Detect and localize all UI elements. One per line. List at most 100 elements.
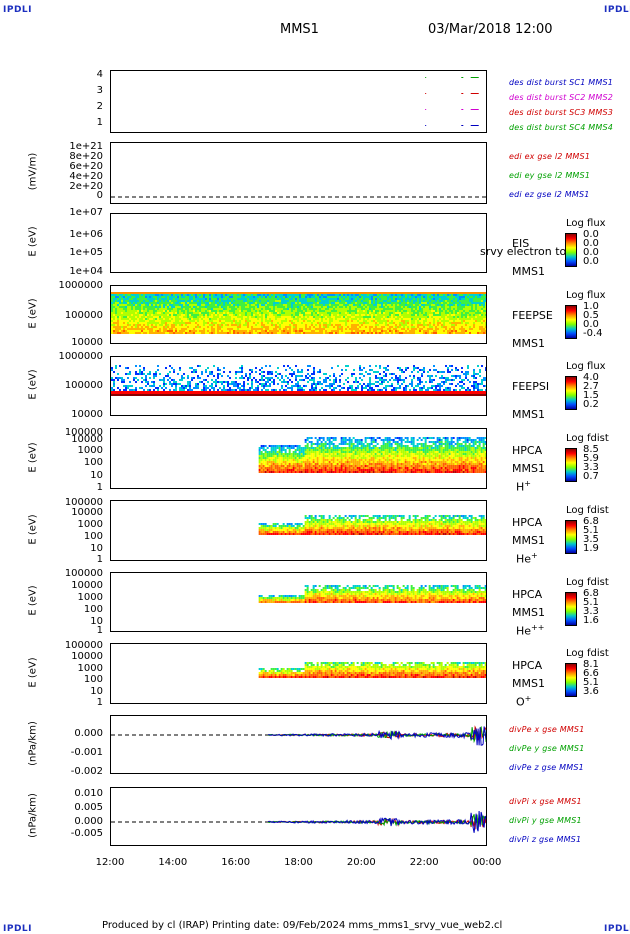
feepse-pixel: [301, 310, 303, 312]
feepse-pixel: [419, 324, 421, 326]
feepse-pixel: [365, 314, 367, 316]
feepse-pixel: [303, 302, 305, 304]
feepse-pixel: [279, 332, 281, 334]
feepse-pixel: [237, 292, 239, 294]
feepse-pixel: [455, 292, 457, 294]
feepse-pixel: [147, 316, 149, 318]
feepse-pixel: [399, 326, 401, 328]
feepse-pixel: [475, 308, 477, 310]
feepse-pixel: [383, 314, 385, 316]
feepse-pixel: [443, 322, 445, 324]
feepse-pixel: [369, 304, 371, 306]
feepse-pixel: [399, 328, 401, 330]
feepse-pixel: [329, 320, 331, 322]
feepse-pixel: [373, 292, 375, 294]
feepsi-pixel: [399, 391, 401, 394]
feepse-pixel: [113, 302, 115, 304]
feepsi-pixel: [307, 365, 309, 367]
feepse-pixel: [177, 320, 179, 322]
feepse-pixel: [279, 320, 281, 322]
feepsi-pixel: [159, 385, 161, 387]
feepse-pixel: [255, 318, 257, 320]
feepse-pixel: [451, 314, 453, 316]
feepse-pixel: [247, 322, 249, 324]
feepse-pixel: [469, 310, 471, 312]
feepse-pixel: [301, 308, 303, 310]
feepse-pixel: [181, 294, 183, 296]
feepse-pixel: [409, 312, 411, 314]
feepsi-pixel: [361, 389, 363, 391]
feepse-pixel: [111, 308, 113, 310]
feepse-pixel: [207, 298, 209, 300]
feepsi-pixel: [201, 389, 203, 391]
feepsi-pixel: [403, 391, 405, 394]
feepse-pixel: [203, 332, 205, 334]
feepse-pixel: [429, 332, 431, 334]
feepse-pixel: [115, 312, 117, 314]
feepse-pixel: [439, 312, 441, 314]
feepse-pixel: [387, 328, 389, 330]
feepse-pixel: [237, 300, 239, 302]
feepse-pixel: [335, 312, 337, 314]
feepse-pixel: [337, 298, 339, 300]
feepse-pixel: [401, 318, 403, 320]
feepse-pixel: [135, 318, 137, 320]
feepse-pixel: [263, 294, 265, 296]
feepsi-pixel: [261, 389, 263, 391]
feepsi-pixel: [153, 373, 155, 375]
feepse-pixel: [475, 294, 477, 296]
feepse-pixel: [437, 300, 439, 302]
feepse-pixel: [329, 310, 331, 312]
feepse-pixel: [259, 328, 261, 330]
feepsi-pixel: [337, 394, 339, 396]
feepse-pixel: [405, 328, 407, 330]
feepse-pixel: [161, 322, 163, 324]
feepse-pixel: [391, 328, 393, 330]
feepsi-pixel: [135, 373, 137, 375]
feepsi-pixel: [111, 377, 113, 379]
feepse-pixel: [259, 330, 261, 332]
feepse-pixel: [381, 324, 383, 326]
feepse-pixel: [339, 324, 341, 326]
feepse-pixel: [429, 310, 431, 312]
feepse-pixel: [221, 314, 223, 316]
feepsi-pixel: [237, 371, 239, 373]
feepse-pixel: [175, 310, 177, 312]
feepse-pixel: [449, 312, 451, 314]
feepse-pixel: [437, 304, 439, 306]
feepsi-pixel: [383, 394, 385, 396]
feepse-pixel: [115, 326, 117, 328]
feepsi-pixel: [405, 369, 407, 371]
feepse-pixel: [433, 310, 435, 312]
feepse-pixel: [377, 308, 379, 310]
feepse-pixel: [167, 328, 169, 330]
feepse-pixel: [287, 292, 289, 294]
feepsi-pixel: [143, 389, 145, 391]
feepse-pixel: [165, 332, 167, 334]
feepse-pixel: [283, 332, 285, 334]
feepse-pixel: [145, 306, 147, 308]
feepse-pixel: [259, 312, 261, 314]
feepse-pixel: [459, 324, 461, 326]
feepse-pixel: [417, 326, 419, 328]
feepse-pixel: [357, 330, 359, 332]
feepse-pixel: [215, 298, 217, 300]
burst-mark: [461, 77, 464, 78]
feepse-pixel: [161, 332, 163, 334]
feepsi-pixel: [161, 379, 163, 381]
feepsi-pixel: [159, 391, 161, 394]
feepse-pixel: [151, 332, 153, 334]
feepse-pixel: [349, 318, 351, 320]
feepse-pixel: [155, 304, 157, 306]
feepse-pixel: [309, 312, 311, 314]
feepse-pixel: [311, 296, 313, 298]
feepse-pixel: [257, 296, 259, 298]
feepse-pixel: [395, 296, 397, 298]
feepse-pixel: [427, 298, 429, 300]
feepse-pixel: [373, 318, 375, 320]
feepse-pixel: [419, 298, 421, 300]
feepse-pixel: [415, 326, 417, 328]
feepsi-pixel: [353, 394, 355, 396]
feepse-pixel: [235, 296, 237, 298]
feepse-pixel: [119, 330, 121, 332]
